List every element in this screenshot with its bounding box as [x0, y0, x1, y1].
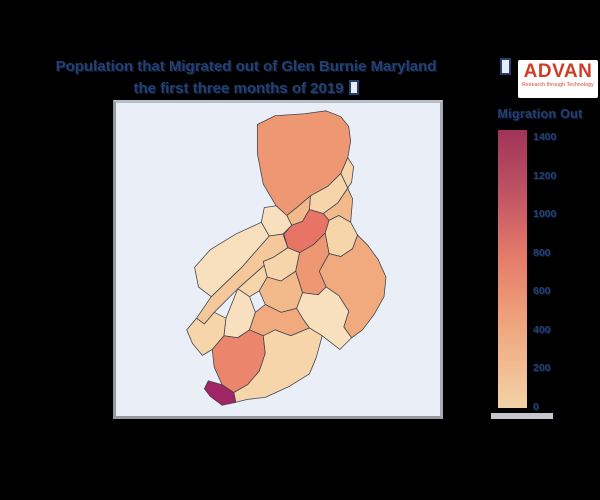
chart-title-line1: Population that Migrated out of Glen Bur…: [28, 56, 464, 78]
map-svg: [186, 110, 387, 406]
advan-logo: ADVAN Research through Technology: [518, 60, 598, 98]
chart-title-line2: the first three months of 2019: [28, 78, 464, 100]
colorbar-base-strip: [491, 413, 553, 419]
advan-logo-text: ADVAN: [523, 61, 593, 82]
missing-glyph-icon-2: [500, 58, 511, 75]
colorbar-tick-1200: 1200: [533, 169, 557, 182]
map-region-east-lower: [296, 286, 353, 350]
colorbar-gradient: [498, 130, 527, 408]
colorbar-tick-200: 200: [533, 362, 551, 375]
colorbar-tick-1000: 1000: [533, 208, 557, 221]
colorbar-legend: Migration Out 1400 1200 1000 800 600 400 200 0: [480, 105, 600, 425]
map-region-se-cream-tail: [233, 327, 323, 403]
colorbar-title: Migration Out: [497, 107, 583, 121]
colorbar-tick-0: 0: [533, 401, 539, 413]
missing-glyph-icon: [348, 80, 359, 95]
colorbar-tick-1400: 1400: [533, 131, 557, 143]
chart-title-line2-text: the first three months of 2019: [133, 80, 344, 97]
map-region-west-upper: [194, 221, 270, 298]
colorbar-tick-600: 600: [533, 285, 551, 298]
chart-title-line1-text: Population that Migrated out of Glen Bur…: [55, 58, 437, 75]
colorbar-tick-800: 800: [533, 246, 551, 259]
map-region-south-tip-max: [203, 380, 237, 406]
choropleth-map: [113, 100, 443, 419]
colorbar-tick-400: 400: [533, 323, 551, 336]
advan-logo-tagline: Research through Technology: [522, 82, 594, 88]
chart-title: Population that Migrated out of Glen Bur…: [28, 56, 464, 100]
